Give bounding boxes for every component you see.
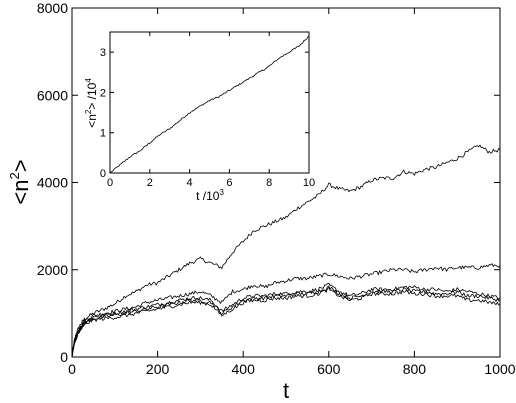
inset-y-tick-label: 0 bbox=[100, 168, 106, 180]
main-series-line-4 bbox=[71, 285, 501, 358]
inset-x-tick-label: 6 bbox=[226, 177, 232, 189]
inset-x-tick-label: 2 bbox=[147, 177, 153, 189]
main-series-group bbox=[71, 144, 501, 358]
main-x-tick-label: 0 bbox=[68, 361, 76, 377]
main-y-tick-label: 0 bbox=[60, 349, 68, 365]
inset-series-line-1 bbox=[109, 35, 310, 174]
inset-plot-frame bbox=[109, 31, 310, 174]
main-x-tick-label: 1000 bbox=[484, 361, 515, 377]
inset-chart: 0 2 4 6 8 10 0 1 2 3 t /103 <n2> /104 bbox=[84, 31, 315, 203]
main-series-line-1 bbox=[71, 144, 501, 358]
inset-x-axis-title: t /103 bbox=[196, 188, 224, 203]
main-series-line-2 bbox=[71, 263, 501, 358]
inset-axis-ticks: 0 2 4 6 8 10 0 1 2 3 bbox=[100, 32, 315, 189]
inset-x-tick-label: 4 bbox=[187, 177, 193, 189]
inset-x-tick-label: 8 bbox=[266, 177, 272, 189]
main-x-tick-label: 400 bbox=[232, 361, 256, 377]
main-x-tick-label: 800 bbox=[403, 361, 427, 377]
inset-y-tick-label: 3 bbox=[100, 47, 106, 59]
inset-y-tick-label: 2 bbox=[100, 87, 106, 99]
main-y-axis-title: <n2> bbox=[7, 159, 33, 204]
main-y-tick-label: 8000 bbox=[37, 0, 68, 16]
main-series-line-3 bbox=[71, 282, 501, 358]
inset-background bbox=[110, 32, 309, 173]
main-x-tick-label: 200 bbox=[146, 361, 170, 377]
main-x-axis-title: t bbox=[283, 378, 289, 403]
inset-y-tick-label: 1 bbox=[100, 128, 106, 140]
main-series-line-5 bbox=[71, 287, 501, 358]
inset-y-axis-title: <n2> /104 bbox=[84, 78, 99, 128]
inset-series-group bbox=[109, 35, 310, 174]
main-y-tick-label: 2000 bbox=[37, 262, 68, 278]
main-x-tick-label: 600 bbox=[317, 361, 341, 377]
main-y-tick-label: 4000 bbox=[37, 175, 68, 191]
inset-x-tick-label: 0 bbox=[107, 177, 113, 189]
inset-x-tick-label: 10 bbox=[303, 177, 315, 189]
main-y-tick-label: 6000 bbox=[37, 87, 68, 103]
